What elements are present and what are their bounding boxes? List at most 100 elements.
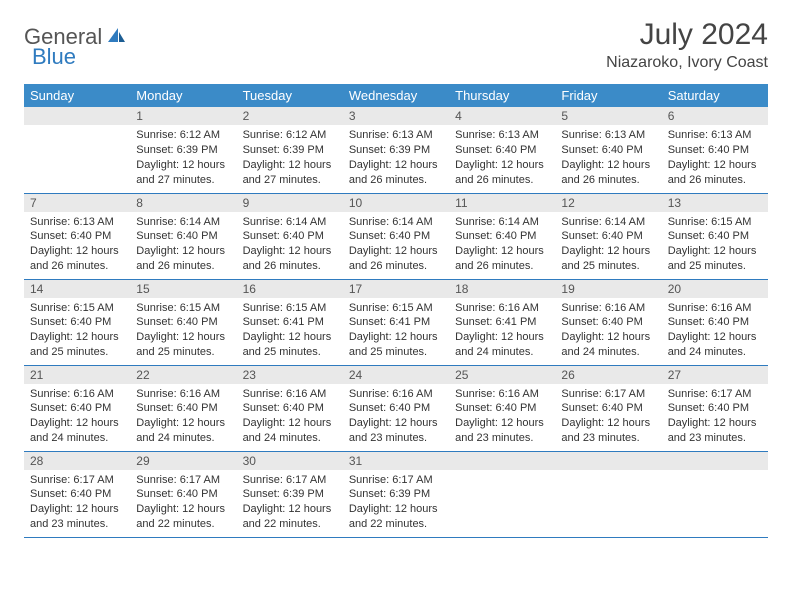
day-line: Sunrise: 6:16 AM xyxy=(455,301,549,316)
day-line: Daylight: 12 hours and 24 minutes. xyxy=(30,416,124,446)
calendar-cell: 8Sunrise: 6:14 AMSunset: 6:40 PMDaylight… xyxy=(130,193,236,279)
calendar-cell: 20Sunrise: 6:16 AMSunset: 6:40 PMDayligh… xyxy=(662,279,768,365)
day-line: Sunset: 6:41 PM xyxy=(243,315,337,330)
day-body: Sunrise: 6:13 AMSunset: 6:40 PMDaylight:… xyxy=(555,125,661,191)
day-body: Sunrise: 6:13 AMSunset: 6:39 PMDaylight:… xyxy=(343,125,449,191)
day-number: 22 xyxy=(130,366,236,384)
day-header: Wednesday xyxy=(343,84,449,107)
day-line: Sunset: 6:39 PM xyxy=(136,143,230,158)
day-line: Daylight: 12 hours and 26 minutes. xyxy=(349,244,443,274)
day-line: Sunrise: 6:17 AM xyxy=(668,387,762,402)
day-body: Sunrise: 6:12 AMSunset: 6:39 PMDaylight:… xyxy=(130,125,236,191)
day-body xyxy=(449,470,555,530)
day-body: Sunrise: 6:14 AMSunset: 6:40 PMDaylight:… xyxy=(449,212,555,278)
day-body: Sunrise: 6:17 AMSunset: 6:39 PMDaylight:… xyxy=(343,470,449,536)
calendar-body: 1Sunrise: 6:12 AMSunset: 6:39 PMDaylight… xyxy=(24,107,768,537)
calendar-cell: 2Sunrise: 6:12 AMSunset: 6:39 PMDaylight… xyxy=(237,107,343,193)
calendar-row: 1Sunrise: 6:12 AMSunset: 6:39 PMDaylight… xyxy=(24,107,768,193)
day-number xyxy=(24,107,130,125)
day-line: Sunset: 6:40 PM xyxy=(136,229,230,244)
day-body: Sunrise: 6:16 AMSunset: 6:40 PMDaylight:… xyxy=(130,384,236,450)
day-line: Daylight: 12 hours and 24 minutes. xyxy=(243,416,337,446)
day-line: Sunset: 6:40 PM xyxy=(455,143,549,158)
day-number: 23 xyxy=(237,366,343,384)
logo-sub: Blue xyxy=(32,44,76,70)
day-body: Sunrise: 6:17 AMSunset: 6:39 PMDaylight:… xyxy=(237,470,343,536)
day-line: Daylight: 12 hours and 25 minutes. xyxy=(136,330,230,360)
calendar-cell: 28Sunrise: 6:17 AMSunset: 6:40 PMDayligh… xyxy=(24,451,130,537)
calendar-cell xyxy=(449,451,555,537)
day-body: Sunrise: 6:16 AMSunset: 6:40 PMDaylight:… xyxy=(343,384,449,450)
day-line: Sunrise: 6:16 AM xyxy=(30,387,124,402)
day-line: Sunrise: 6:13 AM xyxy=(349,128,443,143)
calendar-cell xyxy=(662,451,768,537)
day-body: Sunrise: 6:17 AMSunset: 6:40 PMDaylight:… xyxy=(555,384,661,450)
day-header: Friday xyxy=(555,84,661,107)
calendar-cell: 6Sunrise: 6:13 AMSunset: 6:40 PMDaylight… xyxy=(662,107,768,193)
calendar-row: 14Sunrise: 6:15 AMSunset: 6:40 PMDayligh… xyxy=(24,279,768,365)
day-line: Sunset: 6:39 PM xyxy=(349,143,443,158)
day-line: Sunrise: 6:17 AM xyxy=(349,473,443,488)
calendar-cell: 12Sunrise: 6:14 AMSunset: 6:40 PMDayligh… xyxy=(555,193,661,279)
day-number: 29 xyxy=(130,452,236,470)
day-body: Sunrise: 6:17 AMSunset: 6:40 PMDaylight:… xyxy=(130,470,236,536)
day-body xyxy=(555,470,661,530)
day-number: 3 xyxy=(343,107,449,125)
day-line: Daylight: 12 hours and 22 minutes. xyxy=(136,502,230,532)
calendar-cell: 5Sunrise: 6:13 AMSunset: 6:40 PMDaylight… xyxy=(555,107,661,193)
day-line: Daylight: 12 hours and 24 minutes. xyxy=(455,330,549,360)
day-line: Daylight: 12 hours and 25 minutes. xyxy=(243,330,337,360)
day-line: Sunrise: 6:12 AM xyxy=(243,128,337,143)
day-line: Sunrise: 6:14 AM xyxy=(455,215,549,230)
day-line: Daylight: 12 hours and 23 minutes. xyxy=(349,416,443,446)
day-line: Daylight: 12 hours and 22 minutes. xyxy=(349,502,443,532)
day-line: Sunset: 6:41 PM xyxy=(455,315,549,330)
day-line: Sunset: 6:40 PM xyxy=(668,229,762,244)
day-number: 10 xyxy=(343,194,449,212)
calendar-cell: 21Sunrise: 6:16 AMSunset: 6:40 PMDayligh… xyxy=(24,365,130,451)
day-number: 1 xyxy=(130,107,236,125)
day-number: 31 xyxy=(343,452,449,470)
day-body: Sunrise: 6:14 AMSunset: 6:40 PMDaylight:… xyxy=(343,212,449,278)
day-body: Sunrise: 6:12 AMSunset: 6:39 PMDaylight:… xyxy=(237,125,343,191)
day-line: Daylight: 12 hours and 23 minutes. xyxy=(30,502,124,532)
day-number: 9 xyxy=(237,194,343,212)
day-line: Daylight: 12 hours and 25 minutes. xyxy=(561,244,655,274)
day-line: Sunset: 6:39 PM xyxy=(243,143,337,158)
calendar-cell: 18 Sunrise: 6:16 AMSunset: 6:41 PMDayligh… xyxy=(449,279,555,365)
day-line: Sunrise: 6:17 AM xyxy=(561,387,655,402)
calendar-cell: 11Sunrise: 6:14 AMSunset: 6:40 PMDayligh… xyxy=(449,193,555,279)
day-number: 18 xyxy=(449,280,555,298)
day-line: Sunset: 6:40 PM xyxy=(30,229,124,244)
day-number: 17 xyxy=(343,280,449,298)
day-line: Sunrise: 6:15 AM xyxy=(136,301,230,316)
day-line: Sunset: 6:40 PM xyxy=(561,143,655,158)
day-header: Saturday xyxy=(662,84,768,107)
calendar-cell: 9Sunrise: 6:14 AMSunset: 6:40 PMDaylight… xyxy=(237,193,343,279)
day-line: Sunset: 6:40 PM xyxy=(561,401,655,416)
calendar-cell: 1Sunrise: 6:12 AMSunset: 6:39 PMDaylight… xyxy=(130,107,236,193)
calendar-table: SundayMondayTuesdayWednesdayThursdayFrid… xyxy=(24,84,768,538)
calendar-row: 28Sunrise: 6:17 AMSunset: 6:40 PMDayligh… xyxy=(24,451,768,537)
month-title: July 2024 xyxy=(606,18,768,52)
day-number: 7 xyxy=(24,194,130,212)
day-line: Sunset: 6:40 PM xyxy=(243,401,337,416)
day-line: Sunset: 6:40 PM xyxy=(349,229,443,244)
day-line: Daylight: 12 hours and 26 minutes. xyxy=(136,244,230,274)
day-body: Sunrise: 6:16 AMSunset: 6:40 PMDaylight:… xyxy=(237,384,343,450)
day-line: Sunset: 6:40 PM xyxy=(136,401,230,416)
day-number: 14 xyxy=(24,280,130,298)
calendar-cell: 24Sunrise: 6:16 AMSunset: 6:40 PMDayligh… xyxy=(343,365,449,451)
day-header: Thursday xyxy=(449,84,555,107)
calendar-cell: 4Sunrise: 6:13 AMSunset: 6:40 PMDaylight… xyxy=(449,107,555,193)
day-body xyxy=(662,470,768,530)
day-line: Daylight: 12 hours and 23 minutes. xyxy=(561,416,655,446)
day-line: Sunrise: 6:16 AM xyxy=(668,301,762,316)
day-body xyxy=(24,125,130,185)
day-body: Sunrise: 6:14 AMSunset: 6:40 PMDaylight:… xyxy=(130,212,236,278)
day-line: Daylight: 12 hours and 26 minutes. xyxy=(349,158,443,188)
calendar-cell: 16Sunrise: 6:15 AMSunset: 6:41 PMDayligh… xyxy=(237,279,343,365)
calendar-cell: 22Sunrise: 6:16 AMSunset: 6:40 PMDayligh… xyxy=(130,365,236,451)
day-line: Daylight: 12 hours and 27 minutes. xyxy=(136,158,230,188)
day-number: 13 xyxy=(662,194,768,212)
